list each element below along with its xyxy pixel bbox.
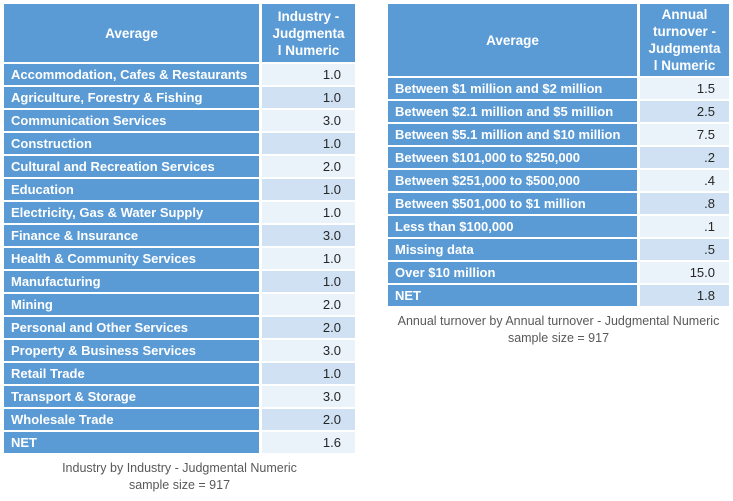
turnover-table: Average Annual turnover - Judgmenta l Nu… <box>388 4 729 347</box>
table-row-value: 1.6 <box>262 432 355 453</box>
turnover-caption-title: Annual turnover by Annual turnover - Jud… <box>397 314 720 328</box>
industry-caption-sample-size: sample size = 917 <box>128 478 231 492</box>
table-row-label: Between $501,000 to $1 million <box>388 193 637 214</box>
table-row-value: 1.0 <box>262 248 355 269</box>
table-row-label: Health & Community Services <box>4 248 259 269</box>
table-row-value: 7.5 <box>640 124 729 145</box>
industry-table: Average Industry - Judgmenta l Numeric A… <box>4 4 355 494</box>
table-row-label: Education <box>4 179 259 200</box>
table-row-value: 2.0 <box>262 294 355 315</box>
table-row-label: Between $5.1 million and $10 million <box>388 124 637 145</box>
industry-header-average: Average <box>4 4 259 62</box>
industry-caption: Industry by Industry - Judgmental Numeri… <box>4 460 355 494</box>
table-row-label: Between $101,000 to $250,000 <box>388 147 637 168</box>
table-row-label: Wholesale Trade <box>4 409 259 430</box>
table-row-value: 3.0 <box>262 225 355 246</box>
table-row-label: Personal and Other Services <box>4 317 259 338</box>
table-row-label: Over $10 million <box>388 262 637 283</box>
turnover-caption-sample-size: sample size = 917 <box>507 331 610 345</box>
table-row-value: 1.0 <box>262 363 355 384</box>
table-row-label: Electricity, Gas & Water Supply <box>4 202 259 223</box>
table-row-label: Agriculture, Forestry & Fishing <box>4 87 259 108</box>
table-row-label: NET <box>388 285 637 306</box>
industry-table-grid: Average Industry - Judgmenta l Numeric A… <box>4 4 355 453</box>
table-row-label: Transport & Storage <box>4 386 259 407</box>
turnover-caption: Annual turnover by Annual turnover - Jud… <box>388 313 729 347</box>
table-row-label: Between $1 million and $2 million <box>388 78 637 99</box>
table-row-label: NET <box>4 432 259 453</box>
table-row-value: 3.0 <box>262 110 355 131</box>
table-row-label: Missing data <box>388 239 637 260</box>
table-row-value: 1.0 <box>262 202 355 223</box>
table-row-label: Manufacturing <box>4 271 259 292</box>
table-row-value: .4 <box>640 170 729 191</box>
table-row-label: Retail Trade <box>4 363 259 384</box>
table-row-value: 1.0 <box>262 87 355 108</box>
table-row-value: 1.5 <box>640 78 729 99</box>
table-row-label: Accommodation, Cafes & Restaurants <box>4 64 259 85</box>
table-row-label: Communication Services <box>4 110 259 131</box>
table-row-value: .2 <box>640 147 729 168</box>
industry-caption-title: Industry by Industry - Judgmental Numeri… <box>62 461 297 475</box>
table-row-value: 2.5 <box>640 101 729 122</box>
table-row-label: Mining <box>4 294 259 315</box>
industry-header-metric: Industry - Judgmenta l Numeric <box>262 4 355 62</box>
table-row-label: Cultural and Recreation Services <box>4 156 259 177</box>
table-row-label: Between $251,000 to $500,000 <box>388 170 637 191</box>
table-row-label: Less than $100,000 <box>388 216 637 237</box>
table-row-value: 1.0 <box>262 64 355 85</box>
table-row-value: 3.0 <box>262 386 355 407</box>
table-row-label: Between $2.1 million and $5 million <box>388 101 637 122</box>
table-row-value: .1 <box>640 216 729 237</box>
table-row-value: .5 <box>640 239 729 260</box>
table-row-value: 1.8 <box>640 285 729 306</box>
table-row-value: 1.0 <box>262 271 355 292</box>
table-row-value: 15.0 <box>640 262 729 283</box>
table-row-value: .8 <box>640 193 729 214</box>
table-row-value: 2.0 <box>262 317 355 338</box>
table-row-value: 2.0 <box>262 409 355 430</box>
turnover-header-average: Average <box>388 4 637 76</box>
table-row-value: 2.0 <box>262 156 355 177</box>
table-row-label: Property & Business Services <box>4 340 259 361</box>
table-row-value: 3.0 <box>262 340 355 361</box>
turnover-header-metric: Annual turnover - Judgmenta l Numeric <box>640 4 729 76</box>
table-row-label: Construction <box>4 133 259 154</box>
turnover-table-grid: Average Annual turnover - Judgmenta l Nu… <box>388 4 729 306</box>
table-row-value: 1.0 <box>262 179 355 200</box>
table-row-value: 1.0 <box>262 133 355 154</box>
table-row-label: Finance & Insurance <box>4 225 259 246</box>
